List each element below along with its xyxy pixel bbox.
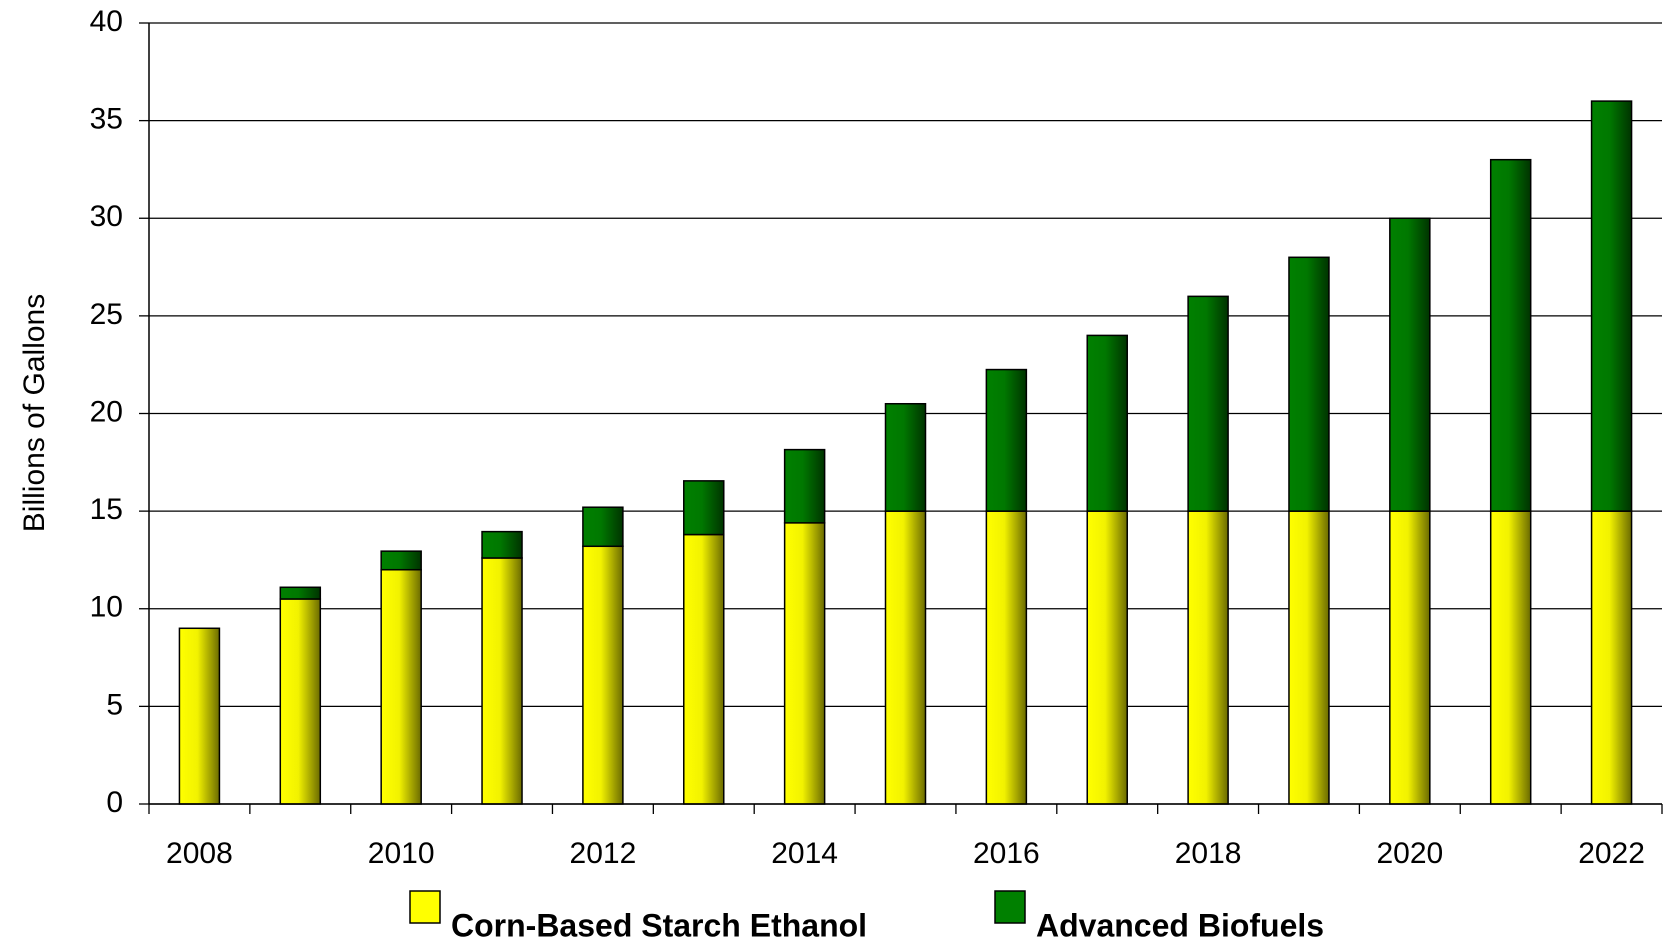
bar bbox=[279, 598, 322, 805]
bar bbox=[1489, 158, 1532, 512]
legend-label: Corn-Based Starch Ethanol bbox=[451, 907, 867, 943]
y-tick-label: 25 bbox=[90, 298, 123, 331]
bar bbox=[683, 480, 725, 536]
bar bbox=[1187, 295, 1229, 512]
x-tick-label: 2022 bbox=[1578, 837, 1645, 870]
bar bbox=[1187, 510, 1229, 805]
y-tick-label: 20 bbox=[90, 395, 123, 428]
bar bbox=[1590, 510, 1633, 805]
bar bbox=[1389, 510, 1431, 805]
legend-swatch bbox=[409, 890, 441, 924]
bar bbox=[380, 550, 422, 571]
y-tick-label: 35 bbox=[90, 103, 123, 136]
bar bbox=[1086, 334, 1128, 512]
bar bbox=[1288, 510, 1330, 805]
bar bbox=[783, 522, 826, 805]
x-tick-label: 2012 bbox=[570, 837, 637, 870]
y-tick-label: 10 bbox=[90, 591, 123, 624]
bar bbox=[884, 402, 927, 512]
y-tick-label: 15 bbox=[90, 493, 123, 526]
x-tick-label: 2020 bbox=[1376, 837, 1443, 870]
y-tick-label: 0 bbox=[106, 786, 123, 819]
bar bbox=[481, 530, 523, 559]
bar bbox=[1489, 510, 1532, 805]
bar bbox=[1288, 256, 1330, 512]
x-tick-label: 2018 bbox=[1175, 837, 1242, 870]
bar bbox=[683, 533, 725, 805]
y-tick-label: 30 bbox=[90, 200, 123, 233]
bar bbox=[1590, 100, 1633, 512]
bar bbox=[582, 545, 624, 805]
bar bbox=[582, 506, 624, 548]
bar bbox=[1086, 510, 1128, 805]
bar bbox=[985, 510, 1028, 805]
bar bbox=[985, 368, 1028, 512]
legend-label: Advanced Biofuels bbox=[1036, 907, 1324, 943]
y-tick-label: 40 bbox=[90, 5, 123, 38]
bar bbox=[783, 448, 826, 524]
y-tick-label: 5 bbox=[106, 688, 123, 721]
bar bbox=[481, 557, 523, 805]
bar bbox=[884, 510, 927, 805]
bar bbox=[279, 586, 322, 600]
x-tick-label: 2016 bbox=[973, 837, 1040, 870]
y-axis-label: Billions of Gallons bbox=[18, 294, 51, 532]
bar bbox=[380, 568, 422, 805]
x-tick-label: 2010 bbox=[368, 837, 435, 870]
x-tick-label: 2008 bbox=[166, 837, 233, 870]
x-tick-label: 2014 bbox=[771, 837, 838, 870]
legend-swatch bbox=[994, 890, 1026, 924]
bar bbox=[178, 627, 221, 805]
bar bbox=[1389, 217, 1431, 512]
